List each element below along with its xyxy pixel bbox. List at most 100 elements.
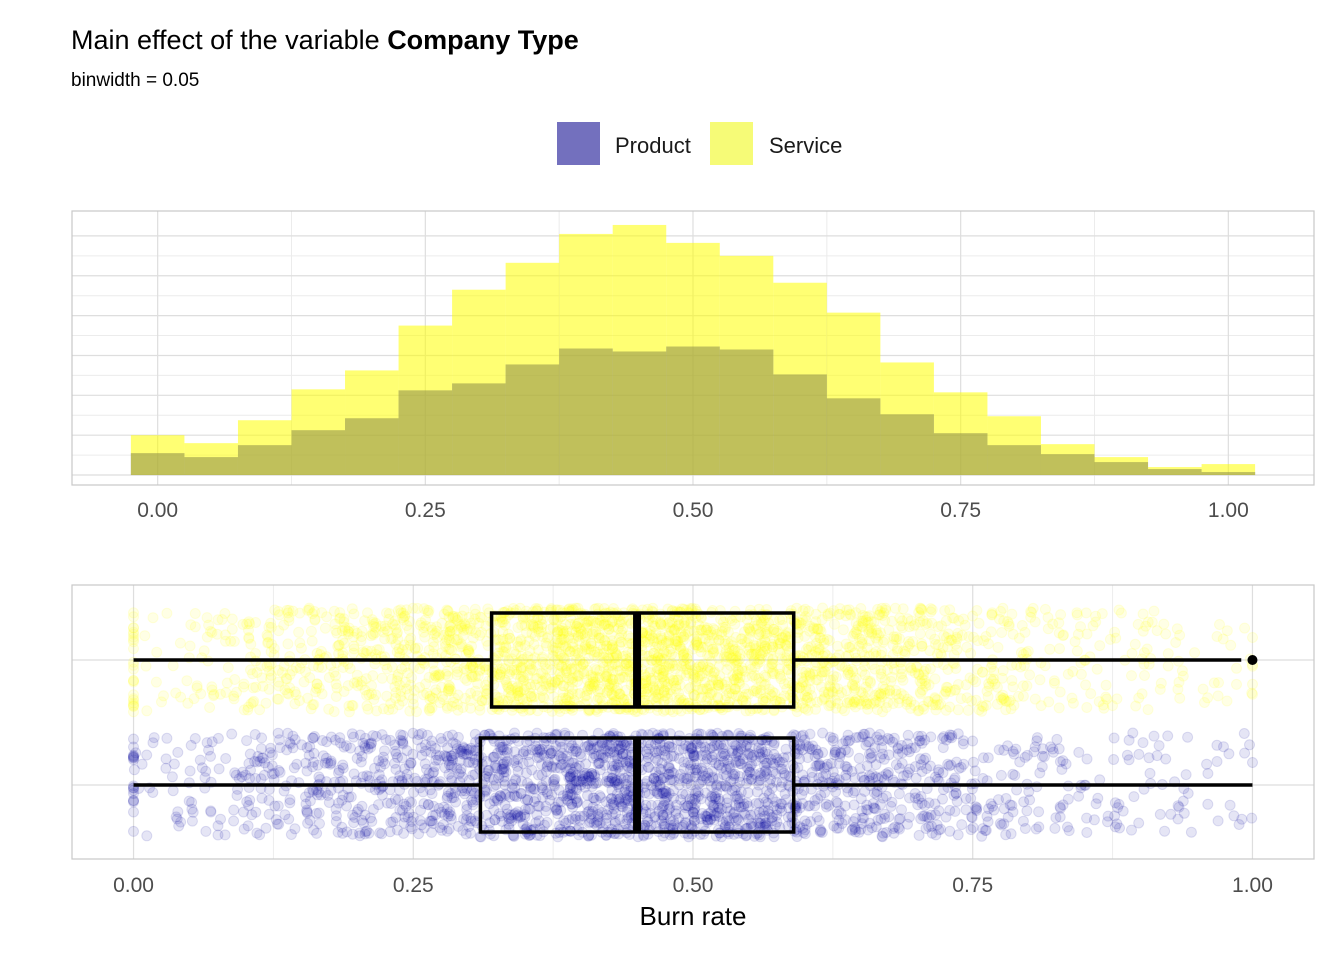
jitter-point bbox=[725, 652, 737, 664]
jitter-point bbox=[1043, 696, 1055, 708]
jitter-point bbox=[254, 829, 266, 841]
jitter-point bbox=[939, 605, 951, 617]
jitter-point bbox=[589, 676, 601, 688]
jitter-point bbox=[574, 687, 586, 699]
jitter-point bbox=[877, 735, 888, 747]
jitter-point bbox=[390, 623, 402, 635]
jitter-point bbox=[608, 746, 620, 758]
jitter-point bbox=[771, 695, 783, 707]
jitter-point bbox=[995, 605, 1007, 617]
jitter-point bbox=[289, 823, 301, 835]
jitter-point bbox=[966, 695, 978, 707]
jitter-point bbox=[1137, 737, 1149, 749]
jitter-point bbox=[520, 681, 532, 692]
jitter-point bbox=[355, 635, 367, 647]
jitter-point bbox=[767, 766, 779, 778]
jitter-point bbox=[799, 603, 811, 615]
jitter-point bbox=[926, 617, 938, 629]
jitter-point bbox=[168, 758, 180, 770]
jitter-point bbox=[333, 764, 345, 776]
jitter-point bbox=[666, 750, 677, 762]
jitter-point bbox=[552, 674, 564, 686]
jitter-point bbox=[371, 705, 383, 717]
jitter-point bbox=[555, 650, 567, 662]
jitter-point bbox=[830, 702, 842, 714]
jitter-point bbox=[879, 614, 891, 626]
jitter-point bbox=[1231, 662, 1242, 674]
jitter-point bbox=[463, 644, 475, 656]
jitter-point bbox=[367, 629, 379, 641]
jitter-point bbox=[833, 814, 845, 826]
hist-bar-service bbox=[398, 325, 453, 476]
jitter-point bbox=[532, 620, 544, 632]
jitter-point bbox=[336, 625, 348, 637]
jitter-point bbox=[265, 621, 277, 633]
jitter-point bbox=[1034, 767, 1046, 779]
jitter-point bbox=[282, 607, 294, 619]
jitter-point bbox=[847, 630, 859, 642]
jitter-point bbox=[857, 812, 868, 824]
jitter-point bbox=[174, 637, 186, 649]
jitter-point bbox=[147, 612, 159, 624]
jitter-point bbox=[720, 648, 732, 660]
jitter-point bbox=[828, 670, 840, 682]
jitter-point bbox=[818, 665, 830, 677]
jitter-point bbox=[229, 767, 241, 779]
jitter-point bbox=[147, 737, 159, 749]
jitter-point bbox=[593, 618, 605, 630]
jitter-point bbox=[1054, 811, 1066, 823]
jitter-point bbox=[437, 819, 449, 831]
jitter-point bbox=[800, 611, 811, 622]
jitter-point bbox=[729, 618, 741, 630]
jitter-point bbox=[965, 647, 977, 659]
jitter-point bbox=[704, 666, 716, 677]
jitter-point bbox=[1133, 692, 1145, 704]
jitter-point bbox=[847, 787, 859, 799]
jitter-point bbox=[407, 727, 419, 739]
jitter-point bbox=[201, 631, 213, 643]
jitter-point bbox=[242, 704, 254, 716]
jitter-point bbox=[890, 759, 902, 771]
jitter-point bbox=[531, 673, 543, 684]
jitter-point bbox=[1139, 670, 1150, 681]
jitter-point bbox=[548, 614, 560, 626]
jitter-point bbox=[995, 691, 1007, 703]
jitter-point bbox=[897, 674, 909, 686]
jitter-point bbox=[302, 817, 314, 829]
jitter-point bbox=[733, 665, 745, 677]
jitter-point bbox=[895, 620, 907, 632]
jitter-point bbox=[302, 692, 314, 704]
jitter-point bbox=[753, 672, 765, 684]
jitter-point bbox=[1202, 768, 1214, 779]
jitter-point bbox=[228, 815, 240, 827]
jitter-point bbox=[238, 678, 250, 690]
jitter-point bbox=[1092, 792, 1104, 804]
jitter-point bbox=[1019, 751, 1031, 763]
jitter-point bbox=[1162, 730, 1174, 742]
jitter-point bbox=[997, 665, 1009, 677]
jitter-point bbox=[1080, 679, 1092, 691]
jitter-point bbox=[1153, 740, 1165, 752]
jitter-point bbox=[1159, 825, 1171, 837]
jitter-point bbox=[842, 669, 854, 680]
jitter-point bbox=[908, 620, 919, 632]
jitter-point bbox=[951, 633, 963, 645]
jitter-point bbox=[925, 731, 937, 743]
jitter-point bbox=[874, 696, 886, 708]
jitter-point bbox=[679, 628, 691, 640]
jitter-point bbox=[1223, 748, 1235, 760]
jitter-point bbox=[1231, 678, 1242, 690]
jitter-point bbox=[815, 626, 827, 638]
jitter-point bbox=[424, 702, 436, 714]
jitter-point bbox=[480, 694, 492, 706]
jitter-point bbox=[927, 699, 939, 711]
jitter-point bbox=[128, 795, 139, 807]
jitter-point bbox=[212, 732, 224, 744]
jitter-point bbox=[731, 670, 743, 682]
jitter-point bbox=[916, 604, 928, 616]
jitter-point bbox=[488, 804, 500, 816]
jitter-point bbox=[346, 728, 358, 740]
jitter-point bbox=[914, 753, 926, 765]
jitter-point bbox=[1007, 681, 1019, 693]
jitter-point bbox=[916, 641, 928, 652]
